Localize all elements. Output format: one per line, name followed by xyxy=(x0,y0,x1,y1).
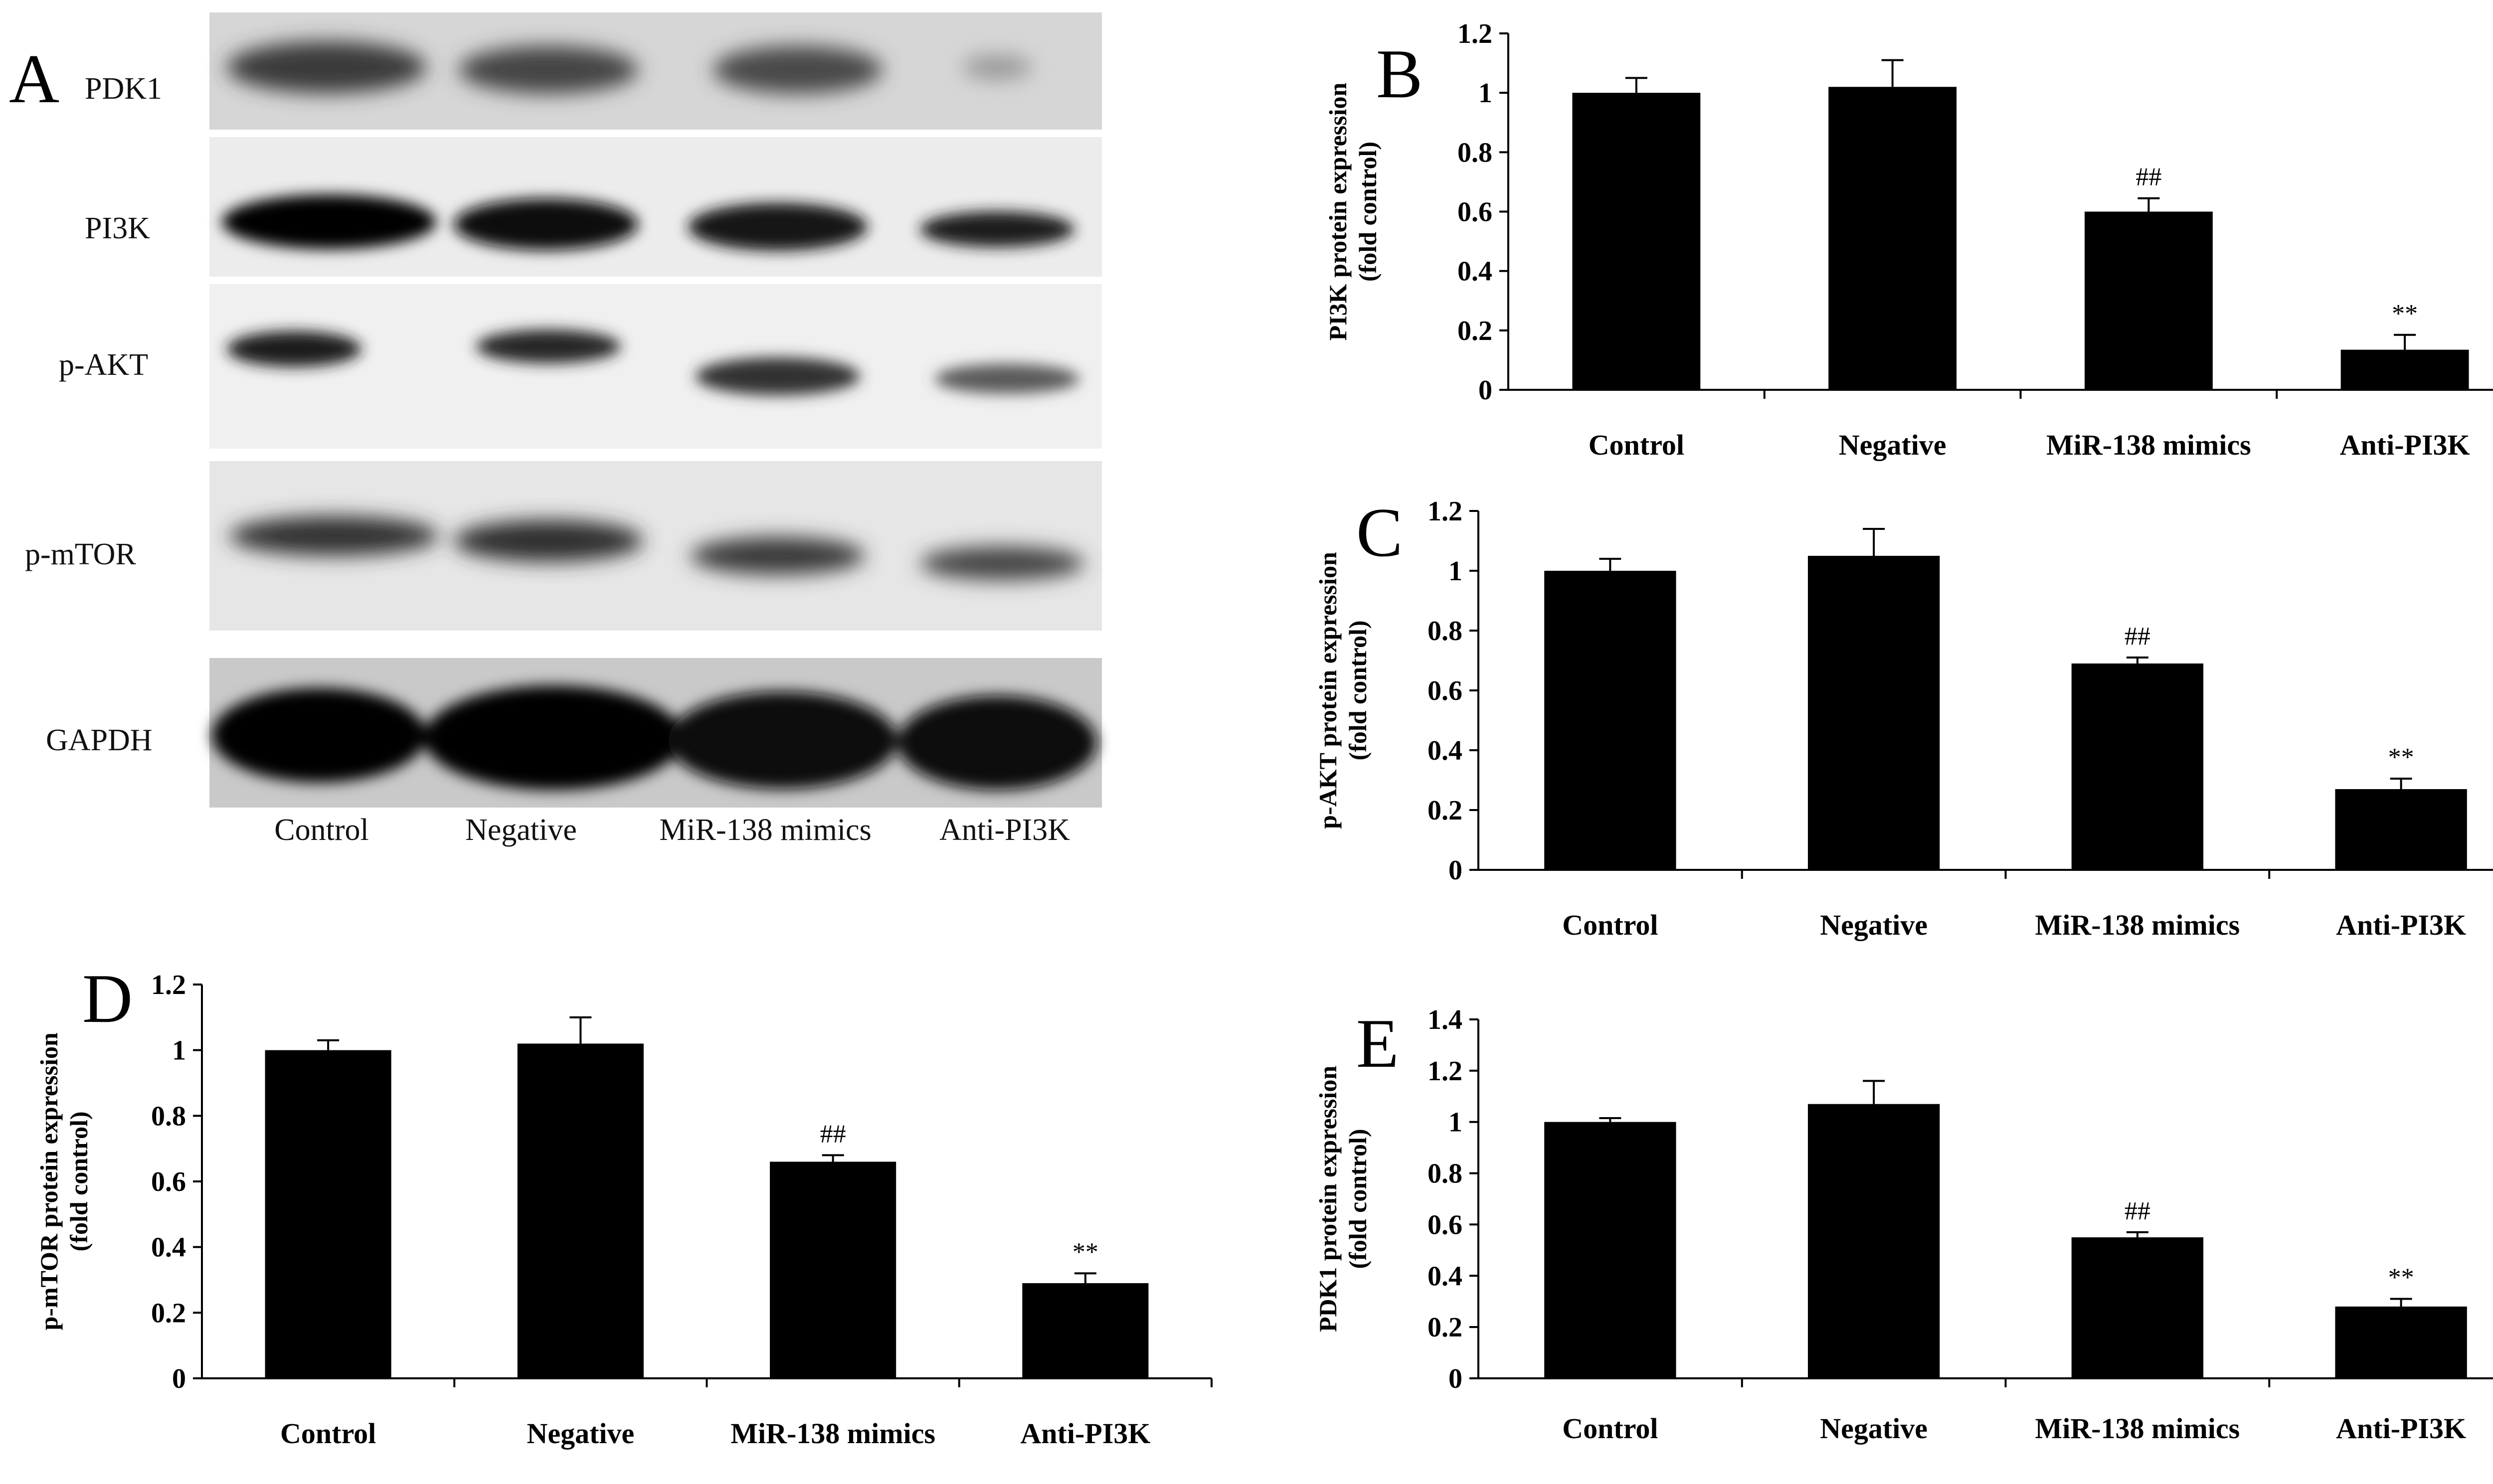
panel-c-bar xyxy=(1544,571,1676,870)
panel-d-y-tick-label: 1 xyxy=(172,1035,186,1066)
panel-e-y-tick-label: 1.4 xyxy=(1427,1004,1462,1035)
panel-d-bar xyxy=(1022,1283,1149,1378)
panel-b-category-label: Negative xyxy=(1839,429,1947,461)
panel-c-y-axis-label: p-AKT protein expression(fold control) xyxy=(1314,552,1372,829)
panel-e-y-tick-label: 1 xyxy=(1448,1107,1462,1138)
panel-c-bar xyxy=(1807,556,1940,870)
panel-b-bar xyxy=(1828,87,1957,390)
panel-c-chart: C 0 0.2 0.4 0.6 0.8 1 1.2 Control Negative ## MiR-1… xyxy=(1314,494,2493,941)
panel-d-bar xyxy=(517,1043,644,1378)
panel-d-bar xyxy=(265,1050,391,1378)
panel-c-y-tick-label: 0 xyxy=(1448,855,1462,886)
blot-label-pmtor: p-mTOR xyxy=(25,537,136,571)
panel-b-y-tick-label: 0.6 xyxy=(1457,197,1492,228)
panel-e-y-tick-label: 0.8 xyxy=(1427,1158,1462,1189)
panel-e-category-label: MiR-138 mimics xyxy=(2035,1412,2240,1445)
panel-b-chart: B 0 0.2 0.4 0.6 0.8 1 1.2 Control Negative ## MiR-1… xyxy=(1324,18,2493,461)
lane-label-anti-pi3k: Anti-PI3K xyxy=(939,813,1070,847)
panel-b-y-tick-label: 1 xyxy=(1478,78,1492,109)
panel-d-category-label: Anti-PI3K xyxy=(1020,1417,1150,1450)
panel-b-letter: B xyxy=(1376,35,1423,113)
blot-label-pakt: p-AKT xyxy=(59,348,148,382)
panel-d-category-label: MiR-138 mimics xyxy=(730,1417,935,1450)
panel-c-significance-label: ** xyxy=(2388,743,2414,772)
panel-e-bar xyxy=(1807,1104,1940,1378)
blot-strip-pakt xyxy=(209,284,1102,449)
panel-d-chart: D 0 0.2 0.4 0.6 0.8 1 1.2 Control Negative ## MiR-1… xyxy=(35,960,1213,1450)
panel-c-y-tick-label: 1 xyxy=(1448,556,1462,587)
panel-b-y-tick-label: 0.8 xyxy=(1457,137,1492,168)
panel-e-y-axis-label: PDK1 protein expression(fold control) xyxy=(1314,1066,1372,1332)
panel-d-y-axis-label: p-mTOR protein expression(fold control) xyxy=(35,1032,93,1330)
panel-d-significance-label: ## xyxy=(820,1120,846,1148)
blot-bands-pakt xyxy=(227,330,1079,395)
panel-e-y-tick-label: 0.4 xyxy=(1427,1261,1462,1292)
panel-d-y-tick-label: 0.6 xyxy=(151,1166,186,1197)
panel-e-bar xyxy=(2335,1307,2467,1378)
panel-d-y-tick-label: 1.2 xyxy=(151,970,186,1000)
panel-b-category-label: Control xyxy=(1589,429,1684,461)
panel-c-bar xyxy=(2071,663,2204,870)
panel-d-bar xyxy=(770,1161,896,1378)
panel-a-letter: A xyxy=(9,40,59,118)
panel-b-y-tick-label: 1.2 xyxy=(1457,18,1492,49)
panel-c-letter: C xyxy=(1356,494,1403,571)
panel-e-chart: E 0 0.2 0.4 0.6 0.8 1 1.2 1.4 Control Negative ## Mi… xyxy=(1314,1004,2493,1445)
blot-label-gapdh: GAPDH xyxy=(46,723,153,757)
panel-d-y-tick-label: 0.8 xyxy=(151,1101,186,1132)
blot-bands-gapdh xyxy=(212,685,1097,790)
panel-e-bar xyxy=(1544,1122,1676,1378)
panel-e-bar xyxy=(2071,1237,2204,1378)
panel-b-significance-label: ** xyxy=(2392,300,2418,328)
panel-e-category-label: Anti-PI3K xyxy=(2336,1412,2466,1445)
panel-e-y-tick-label: 0 xyxy=(1448,1363,1462,1394)
panel-c-category-label: Anti-PI3K xyxy=(2336,909,2466,941)
panel-c-category-label: MiR-138 mimics xyxy=(2035,909,2240,941)
panel-c-y-tick-label: 0.4 xyxy=(1427,735,1462,766)
lane-label-negative: Negative xyxy=(465,813,577,847)
panel-b-y-axis-label: PI3K protein expression(fold control) xyxy=(1324,83,1382,341)
panel-b-category-label: Anti-PI3K xyxy=(2340,429,2470,461)
blot-bands-pdk1 xyxy=(227,41,1032,94)
blot-bands-pi3k xyxy=(222,194,1074,251)
blot-bands-pmtor xyxy=(229,516,1084,580)
panel-e-y-tick-label: 0.2 xyxy=(1427,1312,1462,1343)
panel-e-significance-label: ## xyxy=(2125,1197,2150,1225)
panel-d-y-tick-label: 0 xyxy=(172,1363,186,1394)
lane-label-mir138: MiR-138 mimics xyxy=(659,813,871,847)
panel-b-category-label: MiR-138 mimics xyxy=(2046,429,2251,461)
panel-b-y-tick-label: 0 xyxy=(1478,375,1492,406)
panel-a-western-blot: A xyxy=(9,12,1102,847)
lane-label-control: Control xyxy=(274,813,368,847)
panel-c-y-tick-label: 0.8 xyxy=(1427,616,1462,647)
panel-e-category-label: Control xyxy=(1562,1412,1658,1445)
panel-d-y-tick-label: 0.2 xyxy=(151,1298,186,1328)
panel-c-bar xyxy=(2335,789,2467,870)
panel-b-significance-label: ## xyxy=(2136,163,2161,191)
panel-c-category-label: Control xyxy=(1562,909,1658,941)
panel-c-category-label: Negative xyxy=(1820,909,1928,941)
blot-label-pdk1: PDK1 xyxy=(85,72,162,106)
panel-b-bar xyxy=(2340,349,2469,390)
panel-b-bar xyxy=(1572,93,1701,390)
panel-c-y-tick-label: 1.2 xyxy=(1427,496,1462,527)
panel-d-y-tick-label: 0.4 xyxy=(151,1232,186,1263)
panel-d-letter: D xyxy=(82,960,133,1037)
panel-b-y-tick-label: 0.4 xyxy=(1457,256,1492,287)
panel-e-y-tick-label: 1.2 xyxy=(1427,1056,1462,1087)
panel-e-y-tick-label: 0.6 xyxy=(1427,1209,1462,1240)
panel-c-significance-label: ## xyxy=(2125,622,2150,651)
panel-b-y-tick-label: 0.2 xyxy=(1457,316,1492,346)
panel-c-y-tick-label: 0.2 xyxy=(1427,795,1462,826)
panel-e-letter: E xyxy=(1356,1005,1399,1082)
panel-e-significance-label: ** xyxy=(2388,1264,2414,1292)
panel-d-significance-label: ** xyxy=(1072,1238,1098,1266)
blot-label-pi3k: PI3K xyxy=(85,211,150,245)
panel-d-category-label: Control xyxy=(280,1417,376,1450)
panel-d-category-label: Negative xyxy=(527,1417,634,1450)
panel-e-category-label: Negative xyxy=(1820,1412,1928,1445)
panel-c-y-tick-label: 0.6 xyxy=(1427,675,1462,706)
panel-b-bar xyxy=(2084,211,2213,390)
